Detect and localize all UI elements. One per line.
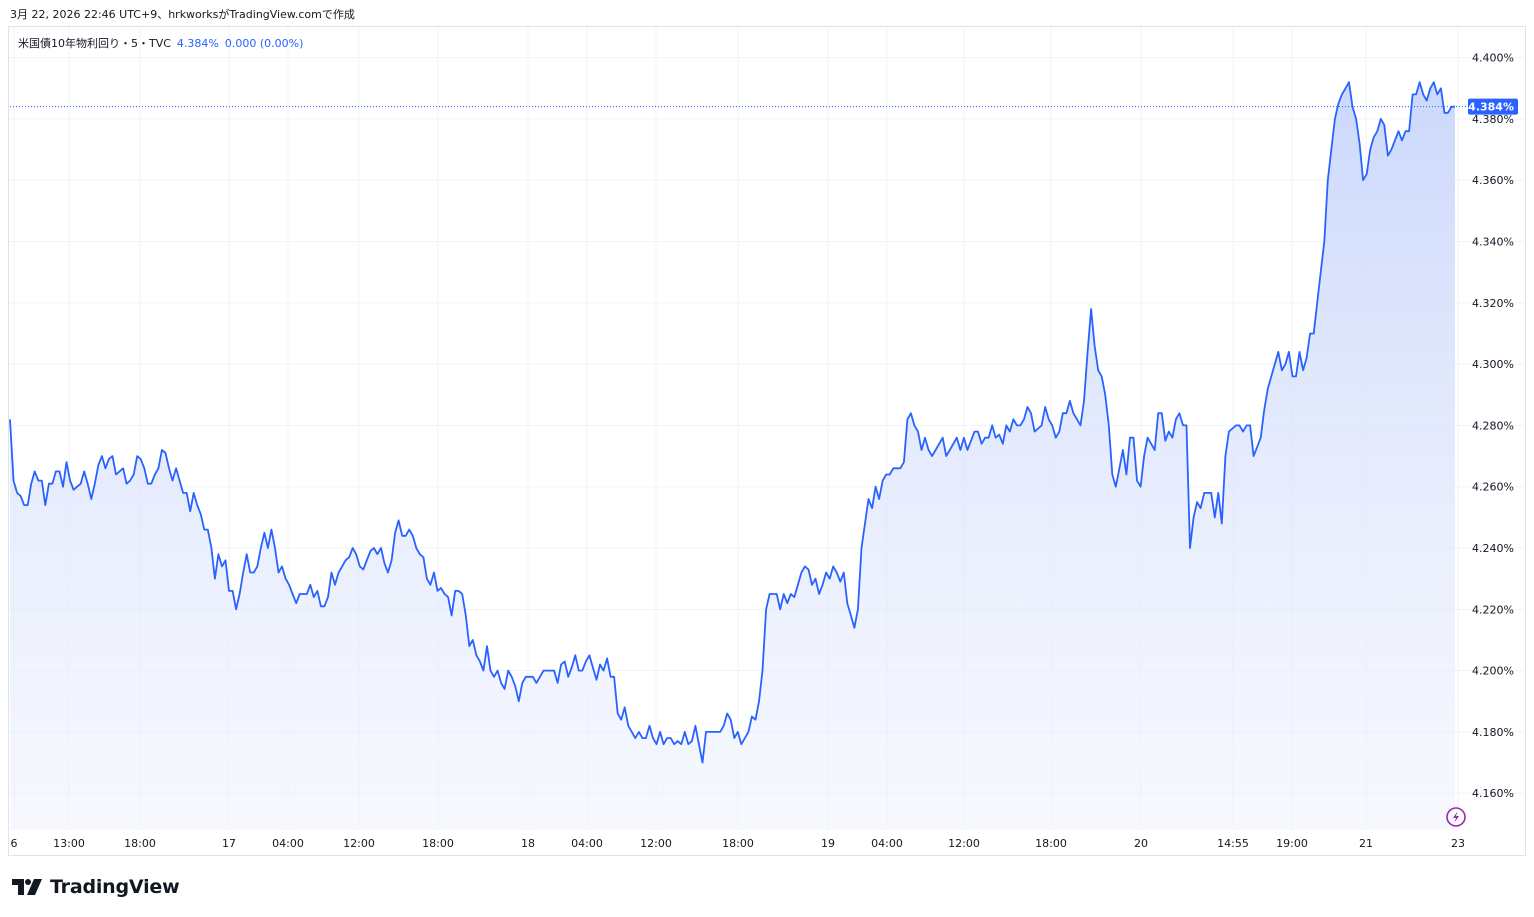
- chart-caption: 3月 22, 2026 22:46 UTC+9、hrkworksがTrading…: [10, 8, 355, 21]
- tradingview-logo-icon: [12, 879, 42, 895]
- y-tick-label: 4.260%: [1472, 481, 1514, 494]
- chart-frame: [8, 26, 1526, 856]
- x-tick-label: 20: [1134, 837, 1148, 850]
- tradingview-logo[interactable]: TradingView: [12, 876, 180, 898]
- y-tick-label: 4.380%: [1472, 113, 1514, 126]
- x-tick-label: 18:00: [422, 837, 454, 850]
- x-tick-label: 04:00: [571, 837, 603, 850]
- x-tick-label: 6: [11, 837, 18, 850]
- y-axis: 4.400% 4.380% 4.360% 4.340% 4.320% 4.300% 4.28…: [1468, 52, 1518, 800]
- y-tick-label: 4.220%: [1472, 603, 1514, 616]
- last-price-label: 4.384%: [1468, 101, 1514, 114]
- x-axis: 6 13:00 18:00 17 04:00 12:00 18:00 18 04:00 12:00…: [11, 837, 1466, 850]
- x-tick-label: 12:00: [948, 837, 980, 850]
- x-tick-label: 18:00: [124, 837, 156, 850]
- y-tick-label: 4.160%: [1472, 787, 1514, 800]
- x-tick-label: 18:00: [1035, 837, 1067, 850]
- x-tick-label: 19:00: [1276, 837, 1308, 850]
- x-tick-label: 04:00: [272, 837, 304, 850]
- series-layer: [9, 81, 1468, 830]
- x-tick-label: 23: [1451, 837, 1465, 850]
- legend-value: 4.384%: [176, 37, 219, 50]
- y-tick-label: 4.300%: [1472, 358, 1514, 371]
- y-tick-label: 4.400%: [1472, 52, 1514, 65]
- y-tick-label: 4.280%: [1472, 419, 1514, 432]
- y-tick-label: 4.360%: [1472, 174, 1514, 187]
- legend-symbol: 米国債10年物利回り・5・TVC: [18, 37, 171, 50]
- last-price-tag: [1468, 98, 1518, 115]
- x-tick-label: 17: [222, 837, 236, 850]
- x-tick-label: 12:00: [343, 837, 375, 850]
- x-tick-label: 19: [821, 837, 835, 850]
- logo-text: TradingView: [50, 876, 180, 898]
- lightning-icon[interactable]: [1446, 807, 1466, 827]
- legend-change: 0.000 (0.00%): [224, 37, 304, 50]
- x-tick-label: 12:00: [640, 837, 672, 850]
- x-tick-label: 04:00: [871, 837, 903, 850]
- y-tick-label: 4.180%: [1472, 726, 1514, 739]
- y-tick-label: 4.240%: [1472, 542, 1514, 555]
- x-tick-label: 14:55: [1217, 837, 1249, 850]
- x-tick-label: 13:00: [53, 837, 85, 850]
- y-tick-label: 4.340%: [1472, 236, 1514, 249]
- series-area: [10, 82, 1455, 830]
- y-tick-label: 4.200%: [1472, 665, 1514, 678]
- x-tick-label: 21: [1359, 837, 1373, 850]
- y-tick-label: 4.320%: [1472, 297, 1514, 310]
- series-line: [9, 81, 1455, 764]
- series-legend: 米国債10年物利回り・5・TVC 4.384% 0.000 (0.00%): [18, 35, 303, 51]
- x-tick-label: 18: [521, 837, 535, 850]
- x-tick-label: 18:00: [722, 837, 754, 850]
